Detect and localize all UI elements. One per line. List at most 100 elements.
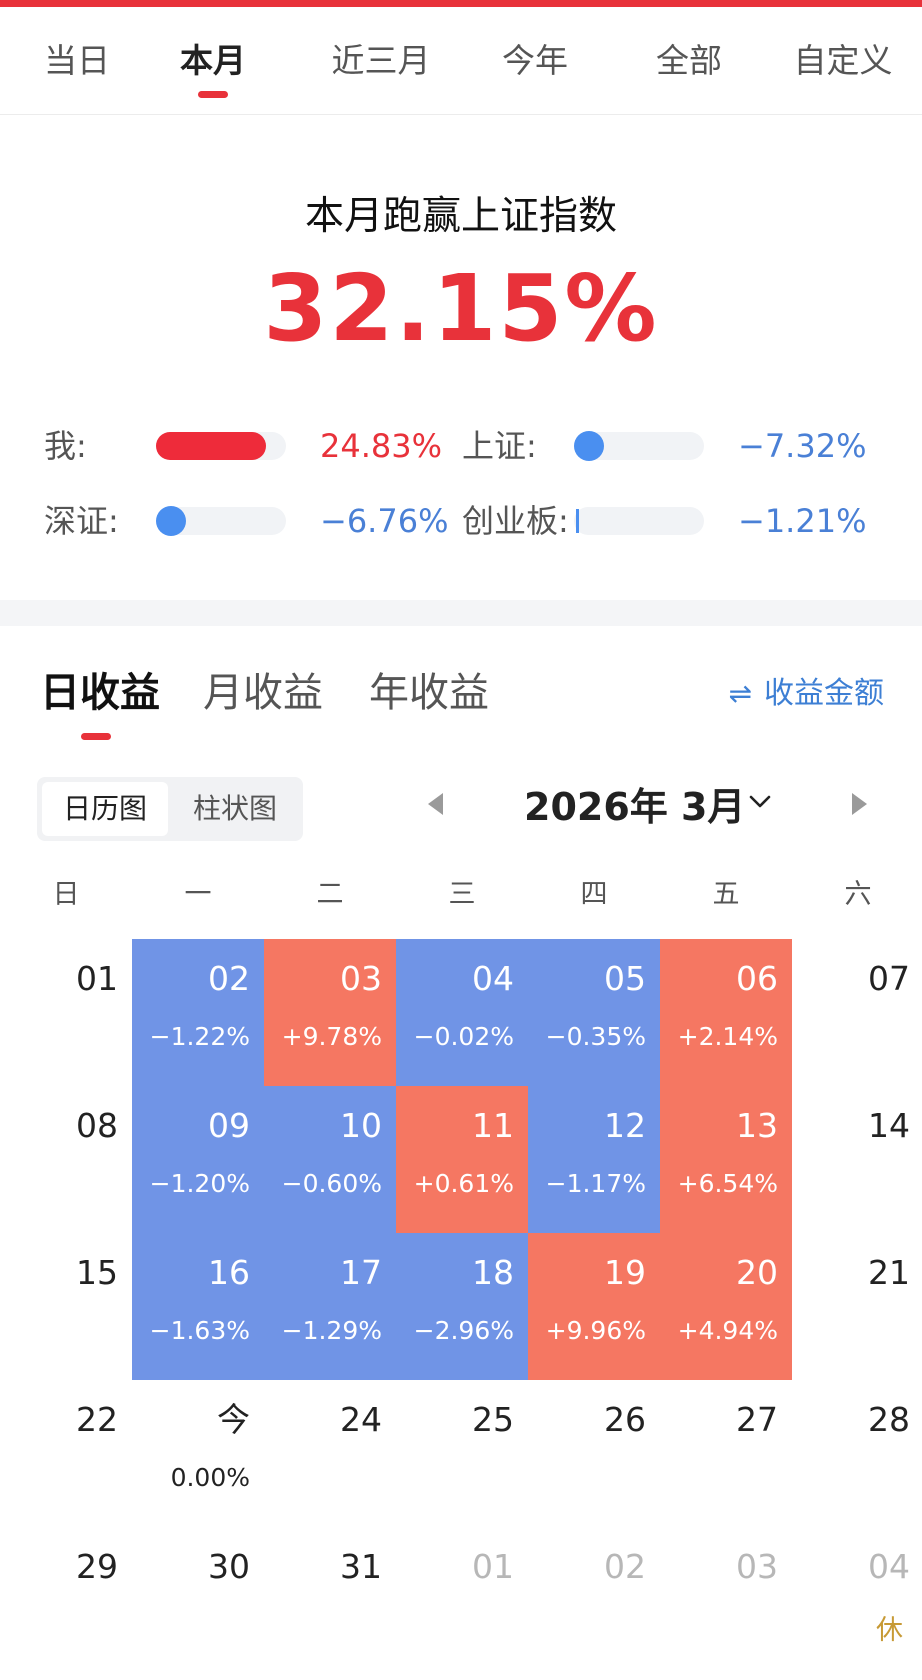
calendar-day-cell[interactable]: 02 <box>528 1527 660 1674</box>
calendar-day-cell[interactable]: 31 <box>264 1527 396 1674</box>
calendar-day-number: 29 <box>76 1547 118 1586</box>
calendar-day-cell[interactable]: 25 <box>396 1380 528 1527</box>
calendar-day-cell[interactable]: 03 <box>660 1527 792 1674</box>
active-tab-indicator <box>198 91 228 98</box>
comparison-value: −7.32% <box>738 427 867 465</box>
calendar-day-return: +4.94% <box>677 1316 778 1345</box>
tab-this-month[interactable]: 本月 <box>136 7 290 115</box>
calendar-day-number: 11 <box>472 1106 514 1145</box>
calendar-day-number: 02 <box>208 959 250 998</box>
tab-label: 自定义 <box>793 41 893 80</box>
calendar-day-number: 18 <box>472 1253 514 1292</box>
calendar-day-cell[interactable]: 今 0.00% <box>132 1380 264 1527</box>
calendar-day-cell[interactable]: 11 +0.61% <box>396 1086 528 1233</box>
calendar-day-return: +6.54% <box>677 1169 778 1198</box>
calendar-day-return: −1.20% <box>149 1169 250 1198</box>
calendar-day-number: 13 <box>736 1106 778 1145</box>
calendar-day-cell[interactable]: 04 −0.02% <box>396 939 528 1086</box>
comparison-line-marker <box>576 509 579 533</box>
calendar-day-cell[interactable]: 02 −1.22% <box>132 939 264 1086</box>
calendar-view-button[interactable]: 日历图 <box>42 782 168 836</box>
comparison-bar-track <box>156 432 286 460</box>
calendar-day-cell[interactable]: 24 <box>264 1380 396 1527</box>
comparison-value: −6.76% <box>320 502 449 540</box>
calendar-day-return: −0.02% <box>413 1022 514 1051</box>
calendar-day-cell[interactable]: 18 −2.96% <box>396 1233 528 1380</box>
calendar-day-number: 20 <box>736 1253 778 1292</box>
calendar-day-number: 03 <box>736 1547 778 1586</box>
tab-monthly-income[interactable]: 月收益 <box>203 670 323 716</box>
calendar-day-cell[interactable]: 13 +6.54% <box>660 1086 792 1233</box>
comparison-label: 我: <box>44 427 87 465</box>
calendar-day-cell[interactable]: 26 <box>528 1380 660 1527</box>
calendar-day-return: +0.61% <box>413 1169 514 1198</box>
prev-month-icon[interactable] <box>428 793 443 815</box>
calendar-day-cell[interactable]: 17 −1.29% <box>264 1233 396 1380</box>
calendar-day-cell[interactable]: 07 <box>792 939 922 1086</box>
calendar-day-return: +2.14% <box>677 1022 778 1051</box>
calendar-day-number: 17 <box>340 1253 382 1292</box>
calendar-day-number: 09 <box>208 1106 250 1145</box>
calendar-day-number: 02 <box>604 1547 646 1586</box>
calendar-day-number: 24 <box>340 1400 382 1439</box>
tab-label: 本月 <box>180 41 246 80</box>
next-month-icon[interactable] <box>852 793 867 815</box>
tab-custom[interactable]: 自定义 <box>766 7 920 115</box>
summary-value: 32.15% <box>263 255 659 362</box>
calendar-day-return: −0.35% <box>545 1022 646 1051</box>
comparison-value: −1.21% <box>738 502 867 540</box>
calendar-day-cell[interactable]: 08 <box>0 1086 132 1233</box>
calendar-day-cell[interactable]: 05 −0.35% <box>528 939 660 1086</box>
comparison-chinext: 创业板: −1.21% <box>462 501 882 541</box>
chevron-down-icon[interactable] <box>748 790 772 814</box>
calendar-day-number: 12 <box>604 1106 646 1145</box>
calendar-day-cell[interactable]: 15 <box>0 1233 132 1380</box>
section-divider <box>0 600 922 626</box>
calendar-day-cell[interactable]: 30 <box>132 1527 264 1674</box>
tab-last-three-months[interactable]: 近三月 <box>304 7 458 115</box>
tab-daily-income[interactable]: 日收益 <box>40 670 160 716</box>
calendar-day-cell[interactable]: 06 +2.14% <box>660 939 792 1086</box>
calendar-day-cell[interactable]: 19 +9.96% <box>528 1233 660 1380</box>
swap-arrows-icon: ⇌ <box>728 677 752 710</box>
tab-all[interactable]: 全部 <box>612 7 766 115</box>
comparison-mine: 我: 24.83% <box>44 426 444 466</box>
comparison-label: 创业板: <box>462 502 569 540</box>
calendar-day-cell[interactable]: 27 <box>660 1380 792 1527</box>
calendar-day-number: 19 <box>604 1253 646 1292</box>
calendar-day-cell[interactable]: 20 +4.94% <box>660 1233 792 1380</box>
calendar-day-cell[interactable]: 14 <box>792 1086 922 1233</box>
tab-this-year[interactable]: 今年 <box>458 7 612 115</box>
calendar-day-cell[interactable]: 21 <box>792 1233 922 1380</box>
calendar-day-number: 14 <box>868 1106 910 1145</box>
calendar-day-number: 01 <box>472 1547 514 1586</box>
calendar-day-cell[interactable]: 10 −0.60% <box>264 1086 396 1233</box>
toggle-amount-button[interactable]: ⇌ 收益金额 <box>729 672 884 716</box>
calendar-day-number: 15 <box>76 1253 118 1292</box>
calendar-day-cell[interactable]: 04 <box>792 1527 922 1674</box>
active-income-tab-indicator <box>81 733 111 740</box>
comparison-dot-marker <box>574 431 604 461</box>
weekday-label: 二 <box>316 879 344 910</box>
calendar-day-number: 21 <box>868 1253 910 1292</box>
tab-today[interactable]: 当日 <box>0 7 154 115</box>
weekday-label: 四 <box>580 879 608 910</box>
month-label[interactable]: 2026年 3月 <box>524 785 746 829</box>
calendar-day-return: −1.22% <box>149 1022 250 1051</box>
comparison-shenzhen: 深证: −6.76% <box>44 501 448 541</box>
tab-yearly-income[interactable]: 年收益 <box>369 670 489 716</box>
bar-view-button[interactable]: 柱状图 <box>192 792 277 825</box>
weekday-label: 五 <box>712 879 740 910</box>
calendar-day-cell[interactable]: 03 +9.78% <box>264 939 396 1086</box>
calendar-day-cell[interactable]: 09 −1.20% <box>132 1086 264 1233</box>
calendar-day-cell[interactable]: 01 <box>0 939 132 1086</box>
calendar-day-cell[interactable]: 16 −1.63% <box>132 1233 264 1380</box>
calendar-day-cell[interactable]: 12 −1.17% <box>528 1086 660 1233</box>
calendar-day-cell[interactable]: 22 <box>0 1380 132 1527</box>
calendar-day-cell[interactable]: 01 <box>396 1527 528 1674</box>
calendar-day-cell[interactable]: 28 <box>792 1380 922 1527</box>
calendar-day-cell[interactable]: 29 <box>0 1527 132 1674</box>
tab-label: 当日 <box>44 41 110 80</box>
holiday-badge: 休 <box>876 1615 903 1646</box>
comparison-bar-fill <box>156 432 266 460</box>
